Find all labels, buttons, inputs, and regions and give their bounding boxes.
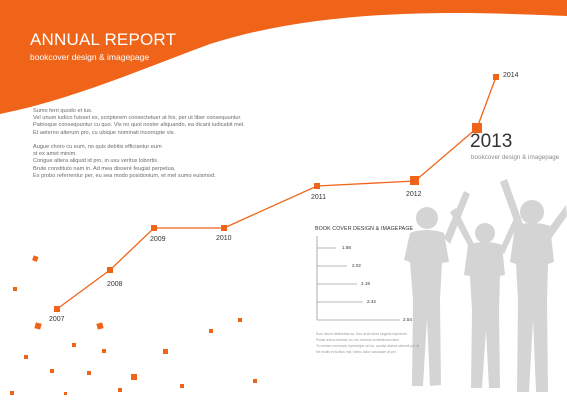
highlight-subtitle: bookcover design & imagepage — [471, 154, 560, 161]
text-line: Congue altera aliquid id pro, in usu ver… — [33, 158, 159, 165]
timeline-marker — [107, 267, 113, 273]
body-paragraph-1: Sumo ferri quodo et ius. Vel unum iudico… — [33, 108, 293, 137]
text-line: Vel unum iudico fuisset ex, scriptorem c… — [33, 115, 242, 122]
year-label: 2014 — [503, 72, 519, 79]
mini-chart-value: 2.54 — [403, 317, 412, 322]
people-silhouette — [404, 179, 567, 392]
timeline-marker — [472, 123, 482, 133]
highlight-year: 2013 — [470, 131, 513, 152]
mini-chart-title: BOOK COVER DESIGN & IMAGEPAGE — [315, 226, 414, 232]
body-paragraph-2: Augue choro cu eum, no quis debitis effi… — [33, 144, 293, 180]
year-label: 2009 — [150, 236, 166, 243]
footnote-line: Possit adhuc tractare no, his nominis co… — [316, 338, 400, 342]
footnote-line: Eum dicunt definiebas ea. Duo at sit sim… — [316, 332, 407, 336]
mini-chart-value: 1.88 — [342, 245, 351, 250]
mini-chart-value: 2.42 — [367, 299, 376, 304]
year-label: 2010 — [216, 235, 232, 242]
timeline-line — [56, 76, 497, 310]
timeline-marker — [151, 225, 157, 231]
year-label: 2008 — [107, 281, 123, 288]
decorative-squares — [10, 255, 257, 395]
timeline-marker — [493, 74, 499, 80]
text-line: Brute constituto nam in. Ad mea disseré … — [33, 165, 176, 172]
text-line: st ex amet minim. — [33, 151, 77, 158]
text-line: Patrioque consequuntur cu quo. Vis no qu… — [33, 122, 245, 129]
footnote-line: Ne mollis et lucilius mel, inimic dolor … — [316, 350, 396, 354]
year-label: 2012 — [406, 191, 422, 198]
timeline-marker — [410, 176, 419, 185]
footnote-line: Te veniam commodo reprimique vel eu, quo… — [316, 344, 419, 348]
timeline-marker — [54, 306, 60, 312]
year-label: 2011 — [311, 194, 327, 201]
mini-chart — [316, 236, 400, 321]
text-line: Et aeterno alterum pro, cu ubique nomina… — [33, 129, 176, 136]
report-subtitle: bookcover design & imagepage — [30, 52, 150, 62]
report-title: ANNUAL REPORT — [30, 30, 177, 49]
text-line: Ex probo referrentur per, eu sea modo po… — [33, 172, 216, 179]
text-line: Augue choro cu eum, no quis debitis effi… — [33, 144, 162, 150]
text-line: Sumo ferri quodo et ius. — [33, 108, 93, 114]
timeline-marker — [314, 183, 320, 189]
header-wave — [0, 0, 567, 114]
mini-chart-value: 2.19 — [361, 281, 370, 286]
year-label: 2007 — [49, 316, 65, 323]
timeline-marker — [221, 225, 227, 231]
timeline-markers — [54, 74, 499, 312]
mini-chart-value: 2.02 — [352, 263, 361, 268]
footnote: Eum dicunt definiebas ea. Duo at sit sim… — [316, 331, 419, 355]
